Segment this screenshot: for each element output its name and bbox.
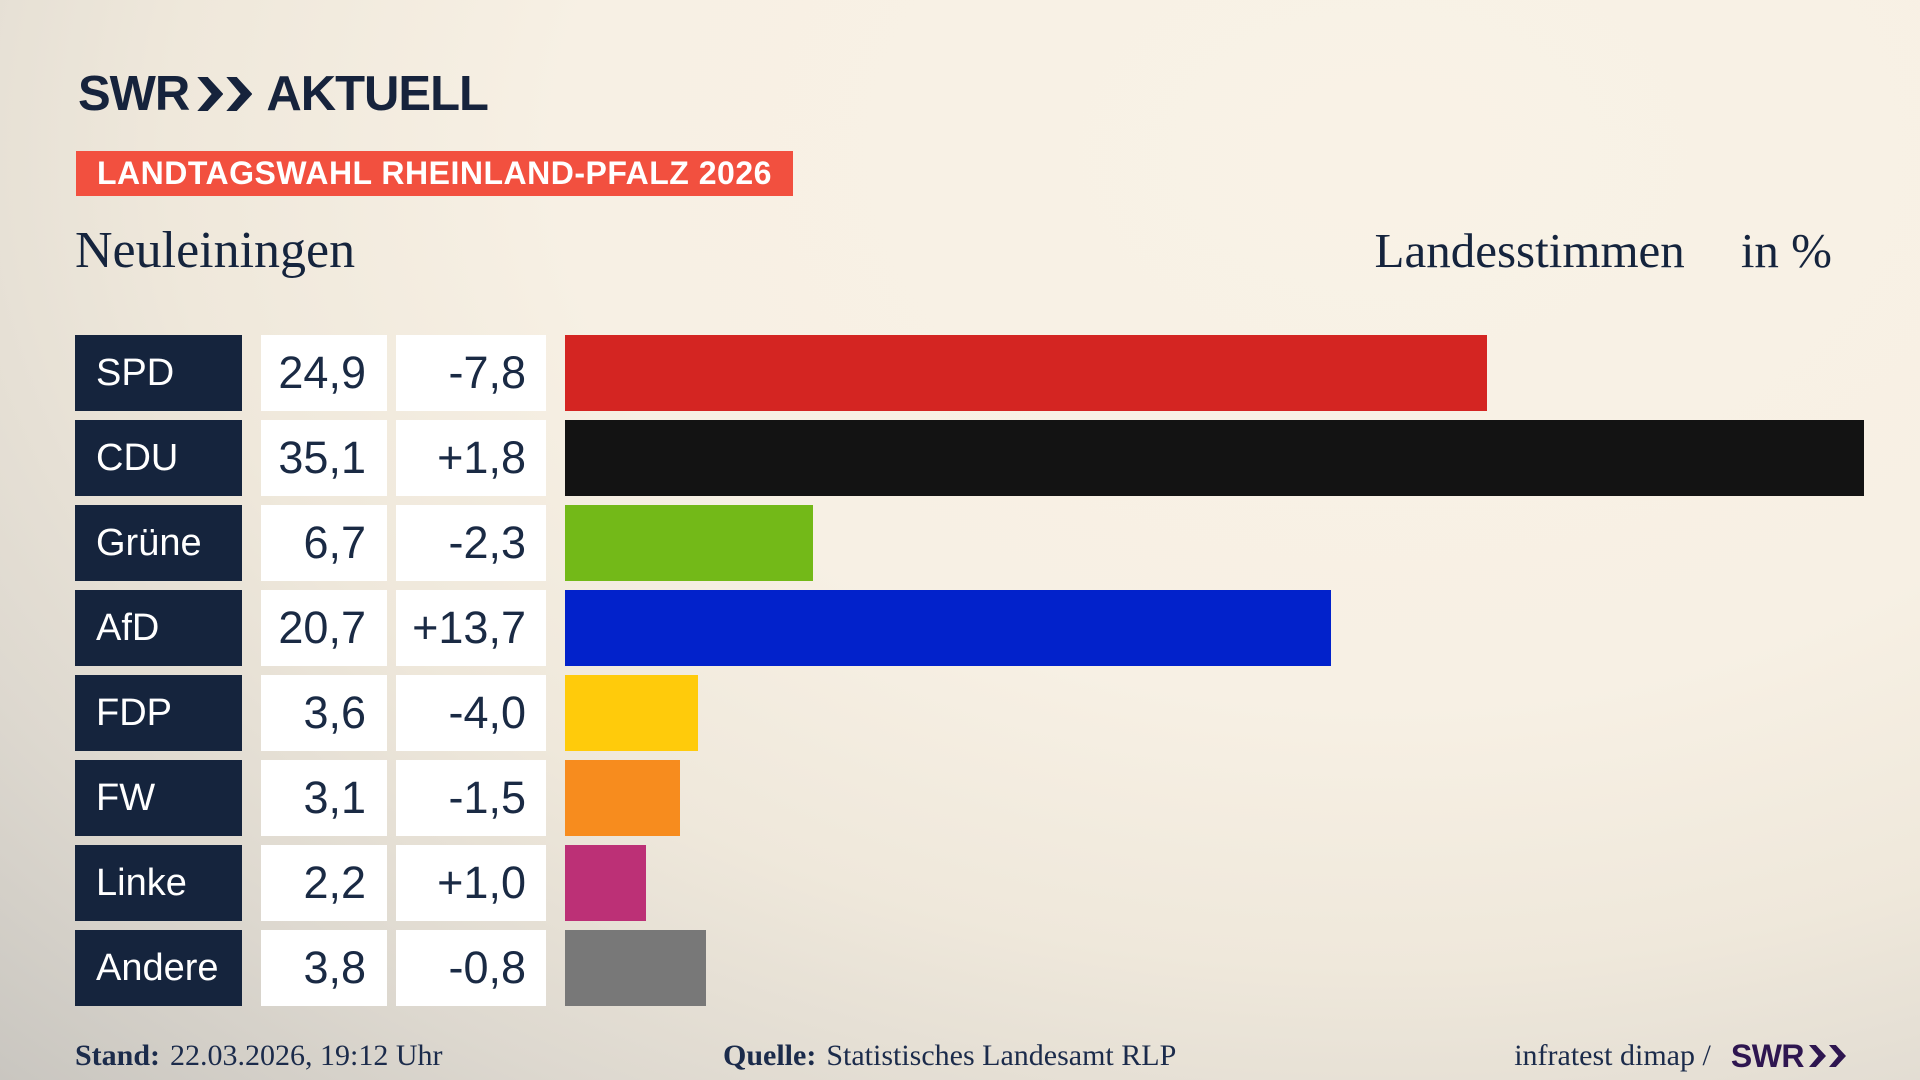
- party-label: SPD: [75, 335, 242, 411]
- party-bar: [565, 845, 647, 921]
- stand-text: Stand: 22.03.2026, 19:12 Uhr: [75, 1032, 443, 1080]
- party-change: -4,0: [396, 675, 546, 751]
- quelle-label: Quelle:: [723, 1039, 817, 1072]
- aktuell-text: AKTUELL: [266, 67, 489, 121]
- chevron-right-icon: [226, 77, 253, 111]
- party-value: 3,8: [261, 930, 387, 1006]
- party-bar: [565, 335, 1487, 411]
- party-change: -2,3: [396, 505, 546, 581]
- table-row: SPD 24,9 -7,8: [75, 335, 1920, 411]
- party-value: 3,6: [261, 675, 387, 751]
- credit-text: infratest dimap / SWR: [1514, 1032, 1846, 1080]
- quelle-text: Quelle: Statistisches Landesamt RLP: [723, 1032, 1176, 1080]
- party-value: 3,1: [261, 760, 387, 836]
- table-row: Linke 2,2 +1,0: [75, 845, 1920, 921]
- party-change: +1,8: [396, 420, 546, 496]
- credit-label: infratest dimap /: [1514, 1039, 1711, 1072]
- party-value: 20,7: [261, 590, 387, 666]
- swr-chevrons-icon: [197, 77, 253, 111]
- measure-title: Landesstimmen in %: [1375, 222, 1832, 279]
- party-label: AfD: [75, 590, 242, 666]
- party-bar: [565, 505, 814, 581]
- chevron-right-icon: [197, 77, 224, 111]
- bar-track: [565, 335, 1920, 411]
- table-row: Andere 3,8 -0,8: [75, 930, 1920, 1006]
- party-bar: [565, 590, 1332, 666]
- title-row: Neuleiningen Landesstimmen in %: [75, 218, 1832, 282]
- chevron-right-icon: [1809, 1045, 1826, 1067]
- party-label: Andere: [75, 930, 242, 1006]
- party-label: Linke: [75, 845, 242, 921]
- stand-value: 22.03.2026, 19:12 Uhr: [170, 1039, 443, 1072]
- footer-swr-logo: SWR: [1731, 1038, 1846, 1075]
- unit-label: in %: [1740, 222, 1832, 278]
- bar-track: [565, 420, 1920, 496]
- stand-label: Stand:: [75, 1039, 161, 1072]
- quelle-value: Statistisches Landesamt RLP: [826, 1039, 1177, 1072]
- party-value: 24,9: [261, 335, 387, 411]
- bar-track: [565, 505, 1920, 581]
- party-change: -1,5: [396, 760, 546, 836]
- party-change: -7,8: [396, 335, 546, 411]
- election-badge: LANDTAGSWAHL RHEINLAND-PFALZ 2026: [76, 151, 793, 196]
- bar-track: [565, 930, 1920, 1006]
- party-bar: [565, 760, 680, 836]
- table-row: AfD 20,7 +13,7: [75, 590, 1920, 666]
- party-value: 2,2: [261, 845, 387, 921]
- table-row: FDP 3,6 -4,0: [75, 675, 1920, 751]
- party-label: FDP: [75, 675, 242, 751]
- party-change: +13,7: [396, 590, 546, 666]
- party-label: Grüne: [75, 505, 242, 581]
- bar-track: [565, 845, 1920, 921]
- table-row: Grüne 6,7 -2,3: [75, 505, 1920, 581]
- swr-chevrons-icon: [1809, 1045, 1846, 1067]
- swr-brand-text: SWR: [1730, 1037, 1805, 1074]
- party-label: CDU: [75, 420, 242, 496]
- party-bar: [565, 420, 1865, 496]
- party-label: FW: [75, 760, 242, 836]
- region-title: Neuleiningen: [75, 221, 356, 279]
- party-bar: [565, 930, 706, 1006]
- footer: Stand: 22.03.2026, 19:12 Uhr Quelle: Sta…: [0, 1032, 1920, 1080]
- party-value: 6,7: [261, 505, 387, 581]
- party-bar: [565, 675, 699, 751]
- chevron-right-icon: [1829, 1045, 1846, 1067]
- bar-track: [565, 760, 1920, 836]
- results-table: SPD 24,9 -7,8 CDU 35,1 +1,8 Grüne 6,7 -2…: [75, 335, 1920, 1006]
- party-value: 35,1: [261, 420, 387, 496]
- swr-brand-text: SWR: [78, 67, 190, 121]
- table-row: FW 3,1 -1,5: [75, 760, 1920, 836]
- table-row: CDU 35,1 +1,8: [75, 420, 1920, 496]
- party-change: -0,8: [396, 930, 546, 1006]
- measure-label: Landesstimmen: [1374, 222, 1685, 278]
- party-change: +1,0: [396, 845, 546, 921]
- swr-aktuell-logo: SWR AKTUELL: [78, 66, 489, 122]
- bar-track: [565, 675, 1920, 751]
- bar-track: [565, 590, 1920, 666]
